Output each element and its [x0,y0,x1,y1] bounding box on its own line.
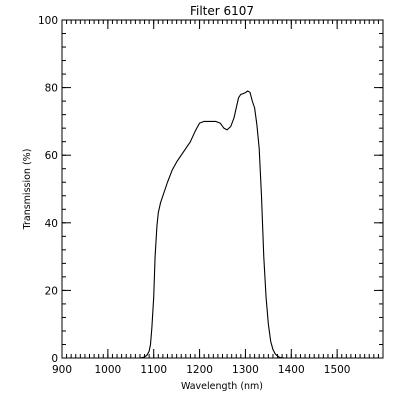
y-axis-label: Transmission (%) [22,149,33,231]
x-tick-label: 1100 [140,364,167,376]
y-tick-label: 80 [45,83,58,95]
axis-ticks [61,19,384,359]
x-tick-label: 1000 [94,364,121,376]
x-tick-label: 1200 [186,364,213,376]
y-tick-label: 100 [38,15,58,27]
x-tick-label: 1400 [278,364,305,376]
x-tick-label: 1300 [232,364,259,376]
chart-title: Filter 6107 [190,4,254,18]
plot-frame [61,19,384,359]
x-axis-label: Wavelength (nm) [181,381,263,392]
y-tick-label: 20 [45,285,58,297]
y-tick-label: 0 [51,353,58,365]
y-tick-label: 40 [45,218,58,230]
transmission-curve [139,90,317,359]
axis-tick-labels: 900 1000 1100 1200 1300 1400 1500 0 20 40 60 80 100 [38,15,351,376]
x-tick-label: 1500 [324,364,351,376]
x-tick-label: 900 [52,364,72,376]
y-tick-label: 60 [45,150,58,162]
